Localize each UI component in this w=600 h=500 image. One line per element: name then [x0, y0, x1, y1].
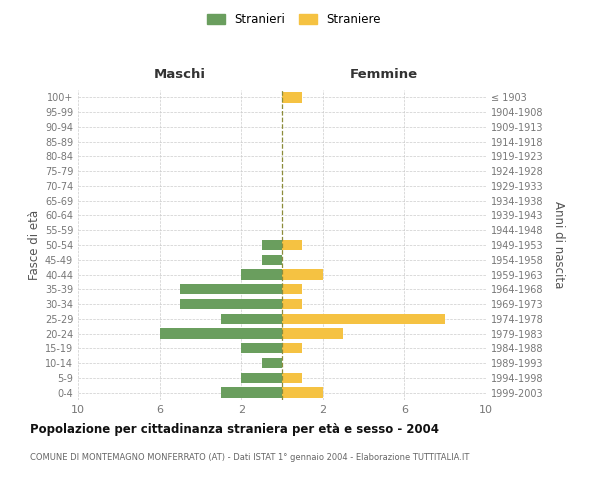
Bar	[282, 388, 323, 398]
Bar	[282, 299, 302, 309]
Bar	[282, 314, 445, 324]
Bar	[282, 372, 302, 383]
Bar	[282, 270, 323, 280]
Bar	[282, 92, 302, 102]
Bar	[262, 358, 282, 368]
Bar	[282, 343, 302, 353]
Bar	[262, 240, 282, 250]
Bar	[180, 299, 282, 309]
Y-axis label: Fasce di età: Fasce di età	[28, 210, 41, 280]
Bar	[241, 270, 282, 280]
Text: COMUNE DI MONTEMAGNO MONFERRATO (AT) - Dati ISTAT 1° gennaio 2004 - Elaborazione: COMUNE DI MONTEMAGNO MONFERRATO (AT) - D…	[30, 452, 469, 462]
Bar	[160, 328, 282, 338]
Bar	[180, 284, 282, 294]
Y-axis label: Anni di nascita: Anni di nascita	[552, 202, 565, 288]
Bar	[282, 328, 343, 338]
Bar	[262, 254, 282, 265]
Text: Popolazione per cittadinanza straniera per età e sesso - 2004: Popolazione per cittadinanza straniera p…	[30, 422, 439, 436]
Bar	[282, 284, 302, 294]
Text: Femmine: Femmine	[350, 68, 418, 80]
Legend: Stranieri, Straniere: Stranieri, Straniere	[202, 8, 386, 31]
Bar	[241, 372, 282, 383]
Bar	[282, 240, 302, 250]
Text: Maschi: Maschi	[154, 68, 206, 80]
Bar	[221, 314, 282, 324]
Bar	[241, 343, 282, 353]
Bar	[221, 388, 282, 398]
